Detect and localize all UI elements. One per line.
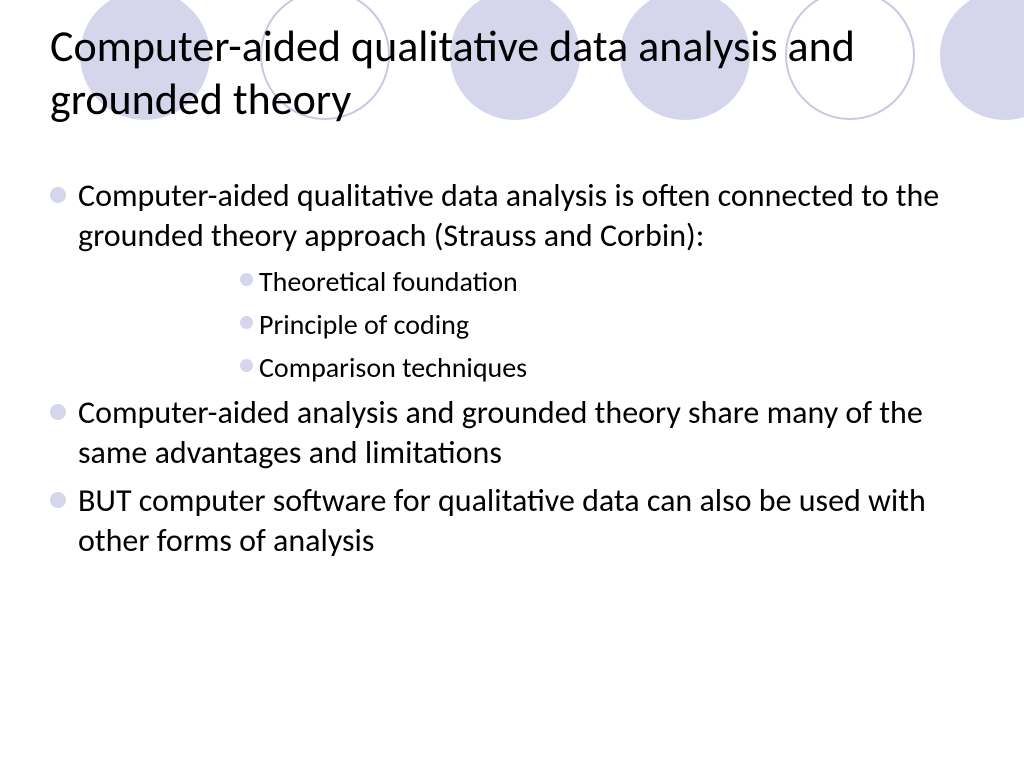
list-item: Computer-aided qualitative data analysis… <box>50 176 974 256</box>
bullet-list: Computer-aided qualitative data analysis… <box>50 176 974 561</box>
list-item: Theoretical foundation <box>50 264 974 299</box>
list-item: BUT computer software for qualitative da… <box>50 481 974 561</box>
bullet-icon <box>50 492 66 508</box>
bullet-text: Theoretical foundation <box>259 264 518 299</box>
slide-title: Computer-aided qualitative data analysis… <box>50 20 974 126</box>
list-item: Comparison techniques <box>50 350 974 385</box>
bullet-text: Principle of coding <box>259 307 469 342</box>
bullet-text: Comparison techniques <box>259 350 527 385</box>
slide-content: Computer-aided qualitative data analysis… <box>0 0 1024 619</box>
bullet-icon <box>50 404 66 420</box>
bullet-text: BUT computer software for qualitative da… <box>78 481 974 561</box>
list-item: Principle of coding <box>50 307 974 342</box>
bullet-icon <box>50 187 66 203</box>
bullet-icon <box>240 316 253 329</box>
bullet-text: Computer-aided analysis and grounded the… <box>78 393 974 473</box>
list-item: Computer-aided analysis and grounded the… <box>50 393 974 473</box>
bullet-icon <box>240 359 253 372</box>
bullet-text: Computer-aided qualitative data analysis… <box>78 176 974 256</box>
bullet-icon <box>240 273 253 286</box>
